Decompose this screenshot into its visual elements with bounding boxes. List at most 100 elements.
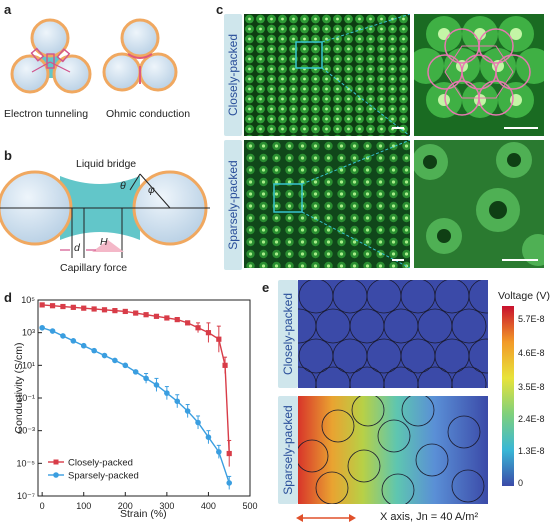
data-point <box>112 308 118 314</box>
x-tick-label: 400 <box>201 501 216 511</box>
y-tick-label: 10⁻⁵ <box>17 458 36 468</box>
panel-c-top-label: Closely-packed <box>226 33 240 117</box>
legend-label: Closely-packed <box>68 458 133 469</box>
colorbar-title: Voltage (V) <box>498 290 550 302</box>
x-axis-arrow <box>296 514 356 522</box>
voltage-map-sparse <box>298 396 488 504</box>
x-tick-label: 500 <box>242 501 257 511</box>
x-tick-label: 0 <box>40 501 45 511</box>
data-point <box>195 419 201 426</box>
data-point <box>195 325 201 331</box>
electron-tunneling-caption: Electron tunneling <box>4 108 89 120</box>
x-tick-label: 100 <box>76 501 91 511</box>
micrograph-close-overview <box>244 14 410 136</box>
data-point <box>81 305 87 311</box>
panel-c-bottom-tab: Sparsely-packed <box>224 140 242 270</box>
y-tick-label: 10⁵ <box>21 295 35 305</box>
data-point <box>49 303 56 309</box>
data-point <box>122 308 128 315</box>
y-tick-label: 10⁻⁷ <box>17 491 35 501</box>
ohmic-spheres <box>102 18 178 92</box>
data-point <box>153 313 160 319</box>
data-point <box>216 449 222 455</box>
data-point <box>205 330 212 336</box>
colorbar-tick: 2.4E-8 <box>518 414 545 424</box>
panel-b-label: b <box>4 148 12 163</box>
data-point <box>226 450 232 457</box>
panel-c-label: c <box>216 2 224 17</box>
data-point <box>164 390 170 396</box>
liquid-bridge-label: Liquid bridge <box>76 158 137 170</box>
colorbar-tick: 1.3E-8 <box>518 446 545 456</box>
data-point <box>112 357 118 364</box>
data-point <box>70 304 76 310</box>
data-point <box>101 352 108 359</box>
colorbar-tick: 0 <box>518 478 524 488</box>
panel-c-bottom-label: Sparsely-packed <box>226 160 240 250</box>
x-tick-label: 300 <box>159 501 174 511</box>
x-axis-note: X axis, Jn = 40 A/m² <box>380 511 479 523</box>
legend-marker <box>53 459 59 465</box>
legend-marker <box>53 472 59 478</box>
theta-label: θ <box>120 180 126 192</box>
micrograph-sparse-zoom <box>414 140 544 268</box>
data-point <box>133 310 139 316</box>
data-point <box>70 338 77 344</box>
conductivity-strain-chart: 0 100 200 300 400 500 10⁵ 10³ 10¹ 10⁻¹ 10⁻³ 10⁻⁵ 10⁻… <box>17 295 258 511</box>
data-point <box>91 306 97 312</box>
legend-label: Sparsely-packed <box>68 471 139 482</box>
capillary-force-label: Capillary force <box>60 262 128 274</box>
data-point <box>49 328 56 334</box>
panel-a-label: a <box>4 2 12 17</box>
data-point <box>91 347 97 354</box>
data-point <box>222 362 228 368</box>
data-point <box>39 324 45 331</box>
micrograph-sparse-overview <box>244 140 410 268</box>
colorbar-tick: 4.6E-8 <box>518 348 545 358</box>
data-point <box>39 302 45 308</box>
data-point <box>205 434 212 440</box>
panel-e-bottom-tab: Sparsely-packed <box>278 396 298 504</box>
colorbar-tick: 3.5E-8 <box>518 382 545 392</box>
voltage-colorbar <box>502 306 514 486</box>
chart-y-axis-label: Conductivity (S/cm) <box>13 342 25 434</box>
micrograph-close-zoom <box>414 14 544 136</box>
d-label: d <box>74 242 80 254</box>
data-point <box>80 342 87 349</box>
data-point <box>164 315 170 321</box>
panel-b-diagram <box>0 170 210 258</box>
panel-a-diagram <box>10 18 178 94</box>
colorbar-tick: 5.7E-8 <box>518 314 545 324</box>
data-point <box>60 333 66 339</box>
panel-e-top-label: Closely-packed <box>281 292 295 376</box>
data-point <box>185 320 191 326</box>
panel-e-bottom-label: Sparsely-packed <box>281 405 295 495</box>
panel-e-label: e <box>262 280 270 295</box>
ohmic-conduction-caption: Ohmic conduction <box>106 108 191 120</box>
data-point <box>122 362 129 369</box>
data-point <box>184 408 191 414</box>
y-tick-label: 10⁻¹ <box>17 393 35 403</box>
data-point <box>216 336 222 342</box>
voltage-map-close <box>298 280 488 388</box>
data-point <box>153 382 160 388</box>
data-point <box>60 303 66 310</box>
data-point <box>132 369 139 375</box>
phi-label: φ <box>148 184 155 196</box>
data-point <box>174 317 180 323</box>
panel-c-top-tab: Closely-packed <box>224 14 242 136</box>
data-point <box>143 375 149 382</box>
y-tick-label: 10³ <box>22 328 35 338</box>
chart-x-axis-label: Strain (%) <box>120 508 167 520</box>
panel-e-top-tab: Closely-packed <box>278 280 298 388</box>
h-label: H <box>100 236 108 248</box>
data-point <box>143 312 149 318</box>
data-point <box>226 480 233 486</box>
panel-d-label: d <box>4 290 12 305</box>
tunneling-spheres <box>10 18 92 94</box>
data-point <box>174 398 181 405</box>
series-line-0 <box>42 304 230 454</box>
y-tick-label: 10⁻³ <box>17 426 35 436</box>
data-point <box>101 307 108 313</box>
y-tick-label: 10¹ <box>22 360 35 370</box>
